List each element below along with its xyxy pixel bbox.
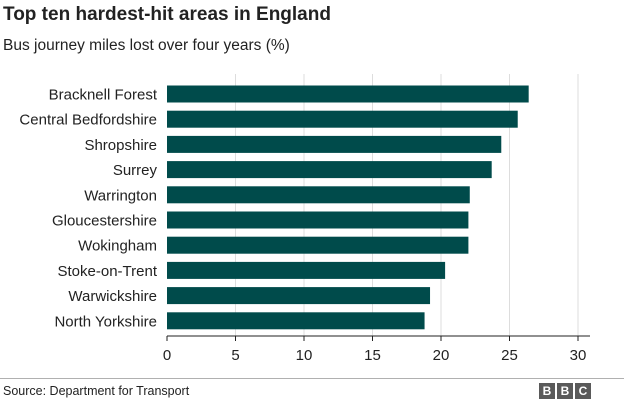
chart-title: Top ten hardest-hit areas in England [3,4,331,25]
bbc-logo-letter: C [575,383,591,399]
x-tick-label: 10 [296,347,313,364]
bar [167,261,446,279]
x-tick-label: 15 [364,347,381,364]
category-label: Wokingham [78,238,157,255]
category-label: Surrey [113,162,158,179]
x-tick-label: 0 [163,347,171,364]
bbc-logo-letter: B [557,383,573,399]
category-label: Warwickshire [68,288,157,305]
bar [167,287,431,305]
category-label: North Yorkshire [54,313,157,330]
category-labels: Bracknell Forest Central Bedfordshire Shro… [19,87,157,331]
category-label: Central Bedfordshire [19,112,157,129]
bars [167,85,529,330]
source-note: Source: Department for Transport [3,384,190,398]
x-axis: 0 5 10 15 20 25 30 [163,335,590,364]
bar [167,236,469,254]
bar [167,211,469,229]
x-tick-label: 20 [433,347,450,364]
category-label: Gloucestershire [52,213,157,230]
x-tick-label: 30 [570,347,587,364]
category-label: Stoke-on-Trent [58,263,158,280]
bbc-logo: B B C [539,383,591,399]
x-tick-label: 25 [501,347,518,364]
bar [167,85,529,103]
x-tick-label: 5 [231,347,239,364]
category-label: Shropshire [84,137,157,154]
bar [167,161,492,179]
bar [167,312,425,330]
bbc-logo-letter: B [539,383,555,399]
bar-chart: Bracknell Forest Central Bedfordshire Shro… [19,74,590,364]
chart-subtitle: Bus journey miles lost over four years (… [3,37,290,54]
category-label: Bracknell Forest [49,87,158,104]
bar [167,110,518,128]
bar [167,186,470,204]
footer-divider [0,378,624,379]
bar [167,135,502,153]
category-label: Warrington [84,187,157,204]
